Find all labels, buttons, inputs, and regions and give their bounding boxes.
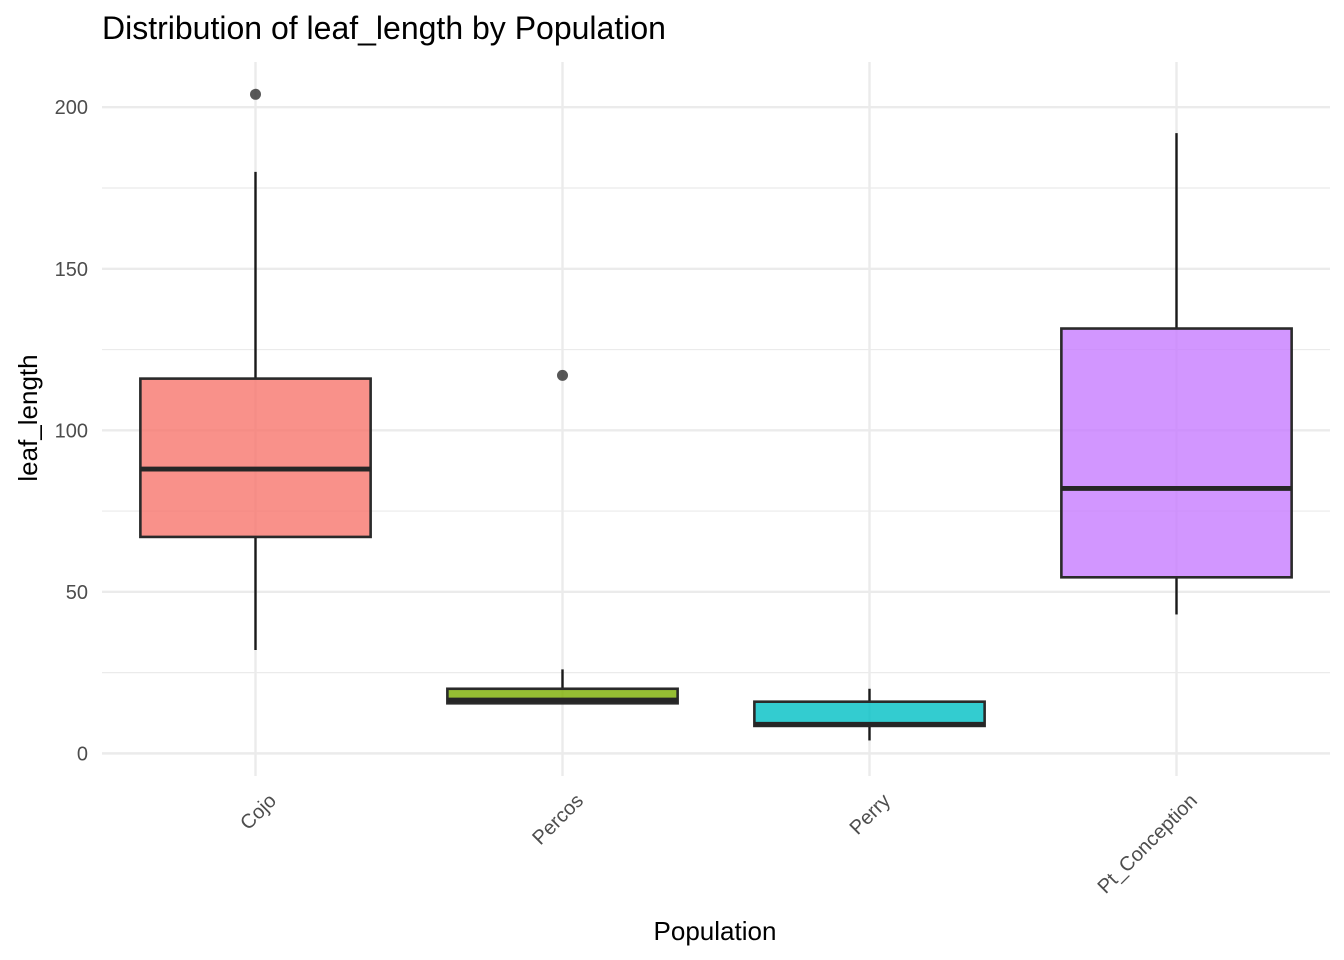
y-tick-label: 200 <box>55 97 88 119</box>
boxplots <box>139 88 1293 741</box>
chart-title: Distribution of leaf_length by Populatio… <box>102 10 666 46</box>
y-axis-ticks: 0 50 100 150 200 <box>55 97 88 765</box>
outlier-point <box>250 88 261 100</box>
y-tick-label: 150 <box>55 259 88 281</box>
boxplot-perry <box>753 688 986 741</box>
x-tick-label: Pt_Conception <box>1094 790 1202 898</box>
y-tick-label: 100 <box>55 420 88 442</box>
y-axis-title: leaf_length <box>13 354 43 481</box>
boxplot-percos <box>446 369 679 705</box>
x-tick-label: Perry <box>846 790 895 839</box>
box <box>139 377 372 539</box>
x-axis-title: Population <box>654 916 777 946</box>
y-tick-label: 50 <box>66 582 88 604</box>
boxplot-pt-conception <box>1060 133 1293 615</box>
outlier-point <box>557 369 568 381</box>
y-tick-label: 0 <box>77 743 88 765</box>
boxplot-cojo <box>139 88 372 650</box>
x-axis-ticks: Cojo Percos Perry Pt_Conception <box>236 790 1202 898</box>
box <box>1060 327 1293 579</box>
x-tick-label: Percos <box>528 790 588 850</box>
x-tick-label: Cojo <box>236 790 281 835</box>
